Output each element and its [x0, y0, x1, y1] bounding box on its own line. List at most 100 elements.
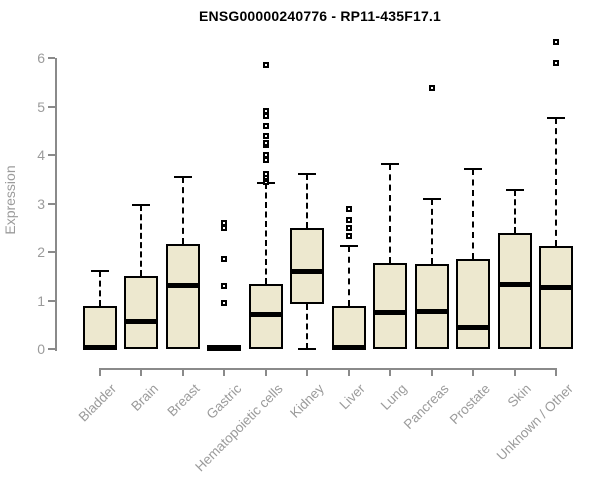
outlier-point [262, 62, 269, 69]
x-axis-line [99, 368, 557, 370]
x-axis-tick [306, 368, 309, 376]
y-tick-label: 3 [37, 195, 45, 212]
x-axis-label: Prostate [446, 381, 493, 428]
outlier-point [428, 85, 435, 92]
y-tick-label: 2 [37, 244, 45, 260]
y-tick-label: 1 [37, 292, 45, 309]
box [124, 276, 159, 349]
upper-whisker [264, 183, 267, 284]
x-axis-tick [430, 368, 433, 376]
y-axis-tick [48, 348, 55, 350]
y-axis-tick [48, 202, 55, 205]
upper-whisker [389, 163, 392, 263]
outlier-point [552, 39, 559, 46]
outlier-point [221, 256, 228, 263]
x-axis-label: Bladder [76, 381, 120, 425]
x-axis-label: Kidney [287, 381, 327, 421]
median-line [83, 344, 117, 350]
upper-whisker-cap [339, 245, 358, 248]
x-axis-tick [140, 368, 143, 376]
x-axis-tick [554, 368, 557, 376]
y-axis-line [55, 58, 57, 351]
median-line [456, 325, 491, 331]
median-line [248, 311, 283, 317]
median-line [124, 318, 159, 324]
x-axis-label: Brain [128, 381, 162, 414]
box [165, 244, 200, 349]
outlier-point [262, 152, 269, 158]
x-axis-label: Skin [504, 381, 535, 411]
chart-title: ENSG00000240776 - RP11-435F17.1 [198, 8, 442, 24]
upper-whisker [306, 174, 309, 228]
x-axis-tick [181, 368, 184, 376]
y-axis-tick [48, 154, 55, 156]
outlier-point [552, 59, 559, 66]
x-axis-label: Liver [337, 381, 369, 413]
outlier-point [221, 282, 228, 289]
median-line [207, 345, 242, 351]
lower-whisker [306, 303, 309, 349]
x-axis-label: Pancreas [400, 381, 452, 432]
y-axis-tick [48, 105, 55, 108]
upper-whisker-cap [91, 270, 109, 273]
outlier-point [345, 224, 352, 231]
upper-whisker [347, 246, 350, 307]
upper-whisker [99, 271, 101, 307]
x-axis-tick [223, 368, 226, 376]
y-axis-tick [48, 251, 55, 253]
upper-whisker [140, 204, 143, 277]
x-axis-tick [472, 368, 475, 376]
x-axis-label: Breast [164, 381, 203, 420]
upper-whisker-cap [298, 173, 317, 176]
median-line [497, 281, 532, 287]
upper-whisker-cap [381, 162, 400, 165]
outlier-point [345, 206, 352, 213]
upper-whisker-cap [173, 175, 192, 178]
median-line [414, 308, 449, 314]
median-line [331, 344, 366, 350]
x-axis-tick [264, 368, 267, 376]
upper-whisker-cap [505, 188, 524, 191]
outlier-point [345, 232, 352, 239]
y-tick-label: 4 [37, 147, 45, 163]
box [290, 227, 325, 304]
upper-whisker-cap [132, 203, 151, 206]
y-tick-label: 6 [37, 50, 45, 66]
box [456, 259, 491, 349]
box [373, 262, 408, 349]
median-line [165, 283, 200, 289]
upper-whisker [181, 176, 184, 245]
y-tick-label: 0 [37, 341, 45, 357]
x-axis-label: Unknown / Other [493, 381, 576, 464]
x-axis-tick [389, 368, 392, 376]
y-axis-tick [48, 299, 55, 302]
upper-whisker-cap [422, 197, 441, 200]
x-axis-label: Lung [377, 381, 410, 413]
outlier-point [262, 108, 269, 115]
upper-whisker [472, 168, 475, 260]
y-tick-label: 5 [37, 98, 45, 115]
outlier-point [262, 139, 269, 146]
box [538, 246, 573, 349]
upper-whisker-cap [464, 167, 483, 170]
outlier-point [221, 219, 228, 226]
outlier-point [345, 216, 352, 223]
upper-whisker-cap [546, 117, 565, 120]
x-axis-tick [99, 368, 101, 376]
upper-whisker [554, 118, 557, 247]
x-axis-tick [347, 368, 350, 376]
median-line [373, 310, 408, 316]
box [331, 306, 366, 349]
x-axis-label: Gastric [203, 381, 244, 422]
median-line [538, 285, 573, 291]
outlier-point [262, 122, 269, 129]
box [497, 232, 532, 349]
box [414, 263, 449, 349]
upper-whisker [430, 198, 433, 264]
outlier-point [221, 299, 228, 306]
lower-whisker-cap [298, 348, 317, 350]
median-line [290, 268, 325, 274]
y-axis-tick [48, 57, 55, 59]
outlier-point [262, 132, 269, 139]
